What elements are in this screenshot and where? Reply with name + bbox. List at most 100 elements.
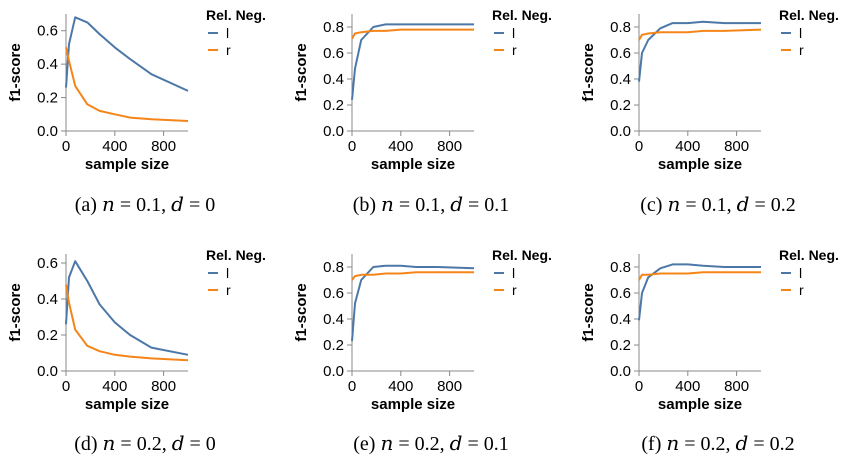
y-axis-title: f1-score xyxy=(293,283,310,341)
x-tick-label: 0 xyxy=(62,138,70,155)
legend-title: Rel. Neg. xyxy=(492,247,552,263)
y-tick-label: 0.8 xyxy=(610,19,631,36)
series-line-r xyxy=(638,271,761,281)
x-axis-title: sample size xyxy=(371,156,455,173)
legend-title: Rel. Neg. xyxy=(206,247,266,263)
y-tick-label: 0.0 xyxy=(37,363,58,380)
x-tick-label: 0 xyxy=(62,378,70,395)
y-axis-title: f1-score xyxy=(7,283,24,341)
y-tick-label: 0.6 xyxy=(610,285,631,302)
y-tick-label: 0.4 xyxy=(610,311,631,328)
series-line-r xyxy=(65,284,189,362)
y-tick-label: 0.8 xyxy=(323,19,344,36)
y-tick-label: 0.0 xyxy=(323,363,344,380)
y-tick-label: 0.8 xyxy=(610,259,631,276)
legend-label-r: r xyxy=(226,282,231,298)
legend-title: Rel. Neg. xyxy=(779,247,839,263)
chart-caption: (c) n = 0.1, d = 0.2 xyxy=(640,192,796,216)
y-tick-label: 0.0 xyxy=(610,123,631,140)
y-axis-title: f1-score xyxy=(580,283,597,341)
x-tick-label: 0 xyxy=(348,138,356,155)
y-tick-label: 0.6 xyxy=(37,255,58,272)
x-tick-label: 400 xyxy=(102,138,127,155)
x-tick-label: 400 xyxy=(102,378,127,395)
series-line-l xyxy=(351,23,474,100)
x-axis-title: sample size xyxy=(85,156,169,173)
legend-label-r: r xyxy=(799,282,804,298)
chart-caption: (a) n = 0.1, d = 0 xyxy=(74,192,216,216)
legend-label-l: l xyxy=(226,25,229,41)
y-tick-label: 0.6 xyxy=(323,285,344,302)
y-tick-label: 0.2 xyxy=(610,97,631,114)
chart-panel-a: 0.0 0.2 0.4 0.6 0 400 800 sample size f1-score Re… xyxy=(0,0,278,180)
y-tick-label: 0.4 xyxy=(37,291,58,308)
y-tick-label: 0.2 xyxy=(37,327,58,344)
y-tick-label: 0.2 xyxy=(610,337,631,354)
chart-caption: (f) n = 0.2, d = 0.2 xyxy=(641,431,795,455)
y-tick-label: 0.6 xyxy=(323,45,344,62)
y-axis-title: f1-score xyxy=(293,43,310,101)
series-line-l xyxy=(638,20,761,82)
legend-label-r: r xyxy=(512,42,517,58)
x-tick-label: 400 xyxy=(675,378,700,395)
x-tick-label: 800 xyxy=(724,378,749,395)
x-tick-label: 800 xyxy=(437,138,462,155)
legend-title: Rel. Neg. xyxy=(779,7,839,23)
y-tick-label: 0.0 xyxy=(610,363,631,380)
x-tick-label: 400 xyxy=(388,378,413,395)
legend-label-r: r xyxy=(799,42,804,58)
x-tick-label: 400 xyxy=(675,138,700,155)
x-tick-label: 0 xyxy=(635,378,643,395)
x-tick-label: 0 xyxy=(635,138,643,155)
chart-panel-f: 0.0 0.2 0.4 0.6 0.8 0 400 800 sample size f1-scor… xyxy=(573,240,851,420)
series-line-r xyxy=(638,28,762,41)
y-tick-label: 0.4 xyxy=(610,71,631,88)
chart-caption: (e) n = 0.2, d = 0.1 xyxy=(353,431,509,455)
legend-label-r: r xyxy=(226,42,231,58)
chart-panel-c: 0.0 0.2 0.4 0.6 0.8 0 400 800 sample size f1-scor… xyxy=(573,0,851,180)
y-tick-label: 0.4 xyxy=(323,311,344,328)
y-tick-label: 0.2 xyxy=(323,97,344,114)
legend-label-l: l xyxy=(226,265,229,281)
y-axis-title: f1-score xyxy=(580,43,597,101)
legend-title: Rel. Neg. xyxy=(492,7,552,23)
x-axis-title: sample size xyxy=(658,396,742,413)
x-tick-label: 800 xyxy=(151,138,176,155)
series-line-r xyxy=(351,271,474,281)
series-line-r xyxy=(351,28,474,40)
chart-caption: (b) n = 0.1, d = 0.1 xyxy=(352,192,510,216)
series-line-l xyxy=(65,260,189,356)
y-tick-label: 0.4 xyxy=(323,71,344,88)
legend-label-l: l xyxy=(799,265,802,281)
y-tick-label: 0.2 xyxy=(37,90,58,107)
legend-label-l: l xyxy=(512,265,515,281)
x-tick-label: 800 xyxy=(437,378,462,395)
x-tick-label: 800 xyxy=(724,138,749,155)
legend-label-l: l xyxy=(799,25,802,41)
x-tick-label: 800 xyxy=(151,378,176,395)
y-tick-label: 0.4 xyxy=(37,56,58,73)
y-axis-title: f1-score xyxy=(7,43,24,101)
chart-panel-e: 0.0 0.2 0.4 0.6 0.8 0 400 800 sample size f1-scor… xyxy=(286,240,564,420)
legend-label-r: r xyxy=(512,282,517,298)
x-tick-label: 0 xyxy=(348,378,356,395)
chart-panel-b: 0.0 0.2 0.4 0.6 0.8 0 400 800 sample size f1-scor… xyxy=(286,0,564,180)
chart-panel-d: 0.0 0.2 0.4 0.6 0 400 800 sample size f1-score Re… xyxy=(0,240,278,420)
y-tick-label: 0.6 xyxy=(610,45,631,62)
y-tick-label: 0.8 xyxy=(323,259,344,276)
series-line-l xyxy=(65,16,189,92)
x-axis-title: sample size xyxy=(85,396,169,413)
legend-title: Rel. Neg. xyxy=(206,7,266,23)
y-tick-label: 0.0 xyxy=(37,123,58,140)
y-tick-label: 0.0 xyxy=(323,123,344,140)
legend-label-l: l xyxy=(512,25,515,41)
chart-caption: (d) n = 0.2, d = 0 xyxy=(74,431,216,455)
y-tick-label: 0.2 xyxy=(323,337,344,354)
series-line-l xyxy=(638,263,761,321)
series-line-r xyxy=(65,47,189,122)
